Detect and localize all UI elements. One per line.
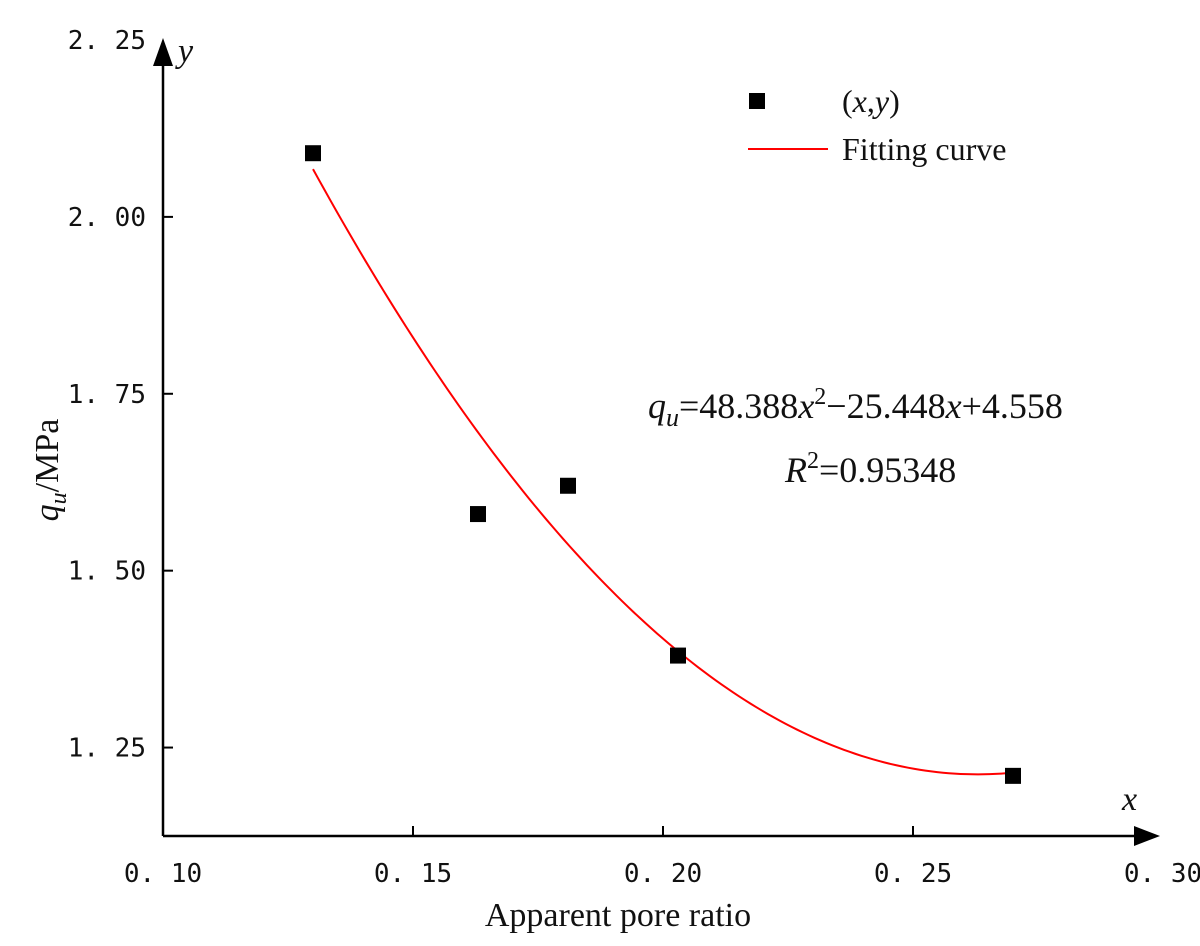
legend-marker-square xyxy=(749,93,765,109)
eq-lhs-var: q xyxy=(648,386,666,426)
y-axis-title-var: q xyxy=(29,504,66,521)
data-point xyxy=(305,145,321,162)
x-tick-label: 0. 20 xyxy=(624,859,702,889)
legend: (x,y) Fitting curve xyxy=(748,83,1006,167)
y-tick-label: 2. 25 xyxy=(68,26,146,56)
legend-label-points: (x,y) xyxy=(842,83,900,119)
eq-var1: x xyxy=(797,386,814,426)
fit-equation: qu=48.388x2−25.448x+4.558 xyxy=(648,384,1063,432)
x-axis-title: Apparent pore ratio xyxy=(485,897,751,934)
data-point xyxy=(470,506,486,523)
y-tick-label: 1. 25 xyxy=(68,734,146,764)
x-axis-letter: x xyxy=(1121,781,1137,818)
eq-lhs-sub: u xyxy=(666,403,679,432)
axes xyxy=(153,38,1160,846)
eq-term2: −25.448 xyxy=(826,386,945,426)
scatter-points xyxy=(305,145,1021,784)
y-ticks: 1. 25 1. 50 1. 75 2. 00 2. 25 xyxy=(68,26,173,764)
y-tick-label: 1. 50 xyxy=(68,557,146,587)
data-point xyxy=(670,647,686,664)
x-axis-arrow xyxy=(1134,826,1160,846)
eq-var2: x xyxy=(945,386,962,426)
y-axis-arrow xyxy=(153,38,173,66)
r2-sup: 2 xyxy=(807,448,819,474)
x-tick-label: 0. 25 xyxy=(874,859,952,889)
legend-label-fit: Fitting curve xyxy=(842,131,1006,167)
r-squared: R2=0.95348 xyxy=(784,448,956,490)
legend-paren-close: ) xyxy=(889,83,900,119)
r2-var: R xyxy=(784,450,807,490)
y-axis-letter: y xyxy=(175,33,194,70)
legend-y-var: y xyxy=(872,83,890,119)
fitting-curve-line xyxy=(312,168,1014,776)
x-ticks: 0. 10 0. 15 0. 20 0. 25 0. 30 xyxy=(124,826,1200,889)
y-axis-title-unit: /MPa xyxy=(29,419,66,493)
eq-term3: +4.558 xyxy=(962,386,1063,426)
legend-comma: , xyxy=(867,83,875,119)
r2-value: =0.95348 xyxy=(819,450,956,490)
legend-x-var: x xyxy=(852,83,867,119)
legend-paren-open: ( xyxy=(842,83,853,119)
eq-sup: 2 xyxy=(814,384,826,410)
x-tick-label: 0. 10 xyxy=(124,859,202,889)
y-tick-label: 2. 00 xyxy=(68,203,146,233)
eq-term1: =48.388 xyxy=(679,386,798,426)
x-tick-label: 0. 15 xyxy=(374,859,452,889)
data-point xyxy=(1005,767,1021,784)
x-tick-label: 0. 30 xyxy=(1124,859,1200,889)
y-tick-label: 1. 75 xyxy=(68,380,146,410)
data-point xyxy=(560,477,576,494)
y-axis-title-sub: u xyxy=(46,492,72,504)
y-axis-title: qu/MPa xyxy=(29,419,72,522)
